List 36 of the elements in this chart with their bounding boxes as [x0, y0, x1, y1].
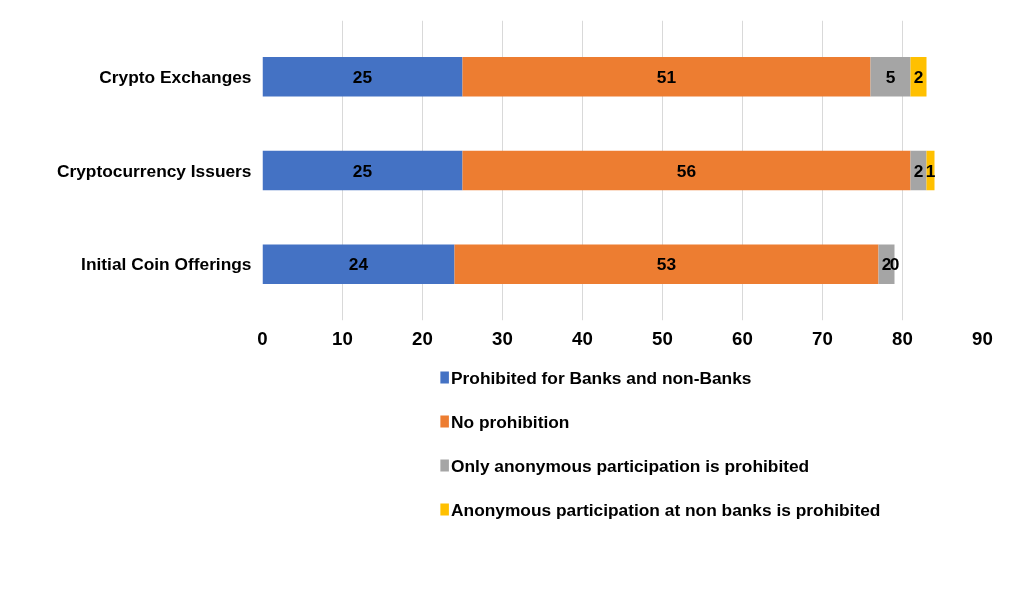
- x-tick-label: 30: [492, 327, 513, 349]
- y-tick-label: Crypto Exchanges: [99, 66, 252, 87]
- data-label: 2: [913, 66, 924, 87]
- x-tick-label: 0: [257, 327, 268, 349]
- data-label: 53: [656, 254, 677, 275]
- x-tick-label: 70: [812, 327, 833, 349]
- data-label: 2: [881, 254, 892, 275]
- x-tick-label: 60: [732, 327, 753, 349]
- legend-label: Anonymous participation at non banks is prohibited: [451, 499, 881, 520]
- data-label: 2: [913, 160, 924, 181]
- data-label: 24: [348, 254, 369, 275]
- x-tick-label: 90: [972, 327, 993, 349]
- y-tick-label: Initial Coin Offerings: [81, 254, 252, 275]
- bar: [262, 150, 463, 191]
- bar: [454, 244, 879, 284]
- legend-label: Prohibited for Banks and non-Banks: [451, 367, 752, 388]
- data-label: 5: [885, 66, 896, 87]
- data-label: 1: [925, 160, 936, 181]
- x-tick-label: 20: [412, 327, 433, 349]
- data-label: 25: [352, 66, 373, 87]
- y-tick-label: Cryptocurrency Issuers: [56, 160, 252, 181]
- bar: [262, 57, 463, 97]
- bar: [262, 244, 455, 284]
- x-tick-label: 80: [892, 327, 913, 349]
- bar: [462, 150, 911, 191]
- legend-label: Only anonymous participation is prohibited: [451, 455, 810, 476]
- x-tick-label: 40: [572, 327, 593, 349]
- legend-label: No prohibition: [451, 411, 570, 432]
- x-tick-label: 50: [652, 327, 673, 349]
- data-label: 25: [352, 160, 373, 181]
- data-label: 51: [656, 66, 677, 87]
- bar: [870, 57, 911, 97]
- data-label: 0: [889, 254, 900, 275]
- bar: [462, 57, 871, 97]
- x-tick-label: 10: [332, 327, 353, 349]
- data-label: 56: [676, 160, 697, 181]
